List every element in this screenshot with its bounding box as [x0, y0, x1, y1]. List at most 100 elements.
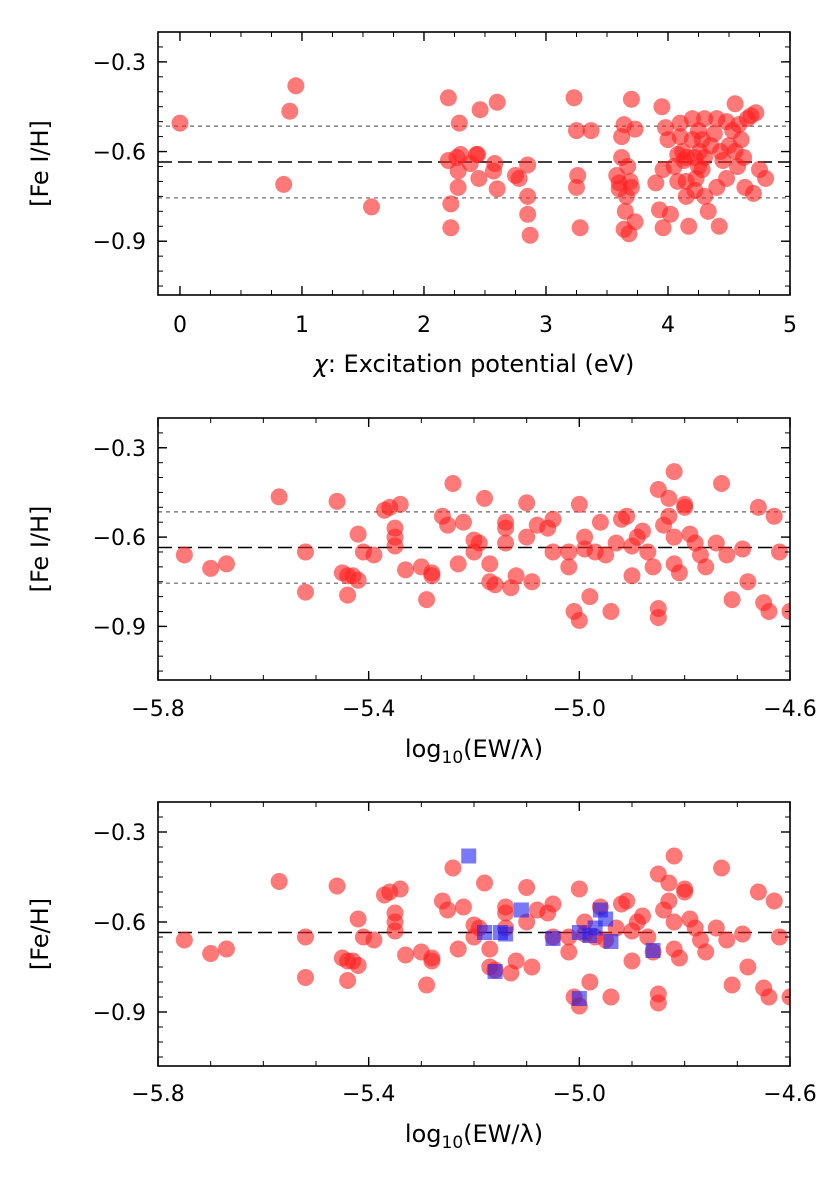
plot-area	[158, 77, 790, 244]
data-point-fe1	[581, 973, 599, 991]
data-point-fe1	[328, 877, 346, 895]
data-point-fe1	[519, 205, 537, 223]
data-point-fe1	[582, 122, 600, 140]
data-point-fe1	[808, 896, 825, 913]
data-point-fe1	[749, 883, 767, 901]
data-point-fe1	[749, 498, 767, 516]
data-point-fe1	[707, 534, 725, 552]
data-point-fe2	[587, 920, 603, 936]
data-point-fe1	[418, 976, 436, 994]
data-point-fe1	[735, 149, 753, 167]
data-point-fe1	[444, 475, 462, 492]
x-axis-label: χ: Excitation potential (eV)	[312, 350, 635, 378]
data-point-fe1	[439, 901, 457, 919]
data-point-fe1	[296, 969, 314, 986]
data-point-fe1	[270, 488, 288, 506]
data-point-fe1	[418, 591, 436, 609]
data-point-fe1	[665, 913, 683, 931]
y-tick-label: −0.6	[93, 526, 146, 551]
data-point-fe1	[634, 907, 652, 925]
data-point-fe1	[649, 994, 667, 1012]
data-point-fe1	[607, 534, 625, 552]
data-point-fe1	[476, 874, 494, 892]
y-tick-label: −0.3	[93, 821, 146, 846]
data-point-fe1	[365, 546, 383, 564]
data-point-fe1	[518, 913, 536, 931]
panel-3: −5.8 −5.4 −5.0 −4.6 −0.3 −0.6 −0.9 log10(EW/λ) […	[26, 801, 825, 1153]
data-point-fe1	[270, 873, 288, 890]
data-point-fe2	[545, 931, 561, 946]
data-point-fe1	[649, 608, 667, 626]
x-tick-label: −5.8	[131, 697, 184, 722]
data-point-fe1	[602, 603, 620, 621]
data-point-fe1	[571, 219, 589, 237]
data-point-fe1	[661, 205, 679, 223]
data-point-fe2	[571, 991, 587, 1006]
data-point-fe1	[732, 131, 750, 149]
data-point-fe2	[487, 964, 503, 979]
data-point-fe1	[602, 988, 620, 1006]
data-point-fe1	[718, 546, 736, 564]
data-point-fe1	[217, 555, 235, 573]
data-point-fe1	[644, 558, 662, 576]
data-point-fe1	[569, 166, 587, 184]
data-point-fe1	[707, 919, 725, 937]
data-point-fe1	[713, 859, 731, 877]
data-point-fe1	[570, 880, 588, 898]
data-point-fe1	[718, 169, 736, 187]
data-point-fe1	[423, 952, 441, 970]
data-point-fe1	[449, 162, 467, 180]
x-tick-label: 4	[661, 313, 675, 338]
data-point-fe1	[792, 603, 809, 620]
data-point-fe1	[680, 217, 698, 235]
data-point-fe1	[660, 892, 678, 910]
data-point-fe1	[697, 558, 715, 576]
x-tick-label: −4.6	[763, 1082, 816, 1107]
x-tick-label: 5	[783, 313, 797, 338]
data-point-fe1	[718, 931, 736, 949]
data-point-fe1	[792, 989, 809, 1006]
data-point-fe1	[171, 114, 189, 132]
data-point-fe1	[760, 603, 778, 621]
y-axis-label: [Fe I/H]	[26, 120, 54, 207]
data-point-fe1	[175, 931, 193, 949]
data-point-fe1	[639, 928, 657, 946]
y-tick-label: −0.9	[93, 230, 146, 255]
x-axis-label: log10(EW/λ)	[405, 735, 543, 768]
data-point-fe1	[670, 949, 688, 967]
data-point-fe1	[618, 507, 636, 525]
data-point-fe1	[713, 475, 731, 492]
data-point-fe1	[734, 925, 752, 943]
data-point-fe1	[397, 561, 415, 579]
data-point-fe1	[296, 583, 314, 601]
data-point-fe1	[544, 543, 562, 561]
plot-area	[158, 463, 809, 629]
data-point-fe1	[486, 155, 504, 172]
data-point-fe1	[665, 463, 683, 481]
data-point-fe1	[510, 169, 528, 187]
data-point-fe1	[544, 895, 562, 913]
data-point-fe1	[765, 507, 783, 525]
data-point-fe1	[296, 543, 314, 561]
data-point-fe1	[560, 943, 578, 961]
data-point-fe1	[521, 226, 539, 244]
data-point-fe1	[665, 528, 683, 546]
data-point-fe1	[439, 516, 457, 534]
data-point-fe1	[696, 110, 714, 128]
data-point-fe1	[757, 169, 775, 187]
data-point-fe1	[739, 573, 757, 591]
x-tick-label: 0	[173, 313, 187, 338]
plot-area	[158, 847, 825, 1015]
panel-2: −5.8 −5.4 −5.0 −4.6 −0.3 −0.6 −0.9 log10(EW/λ) […	[26, 417, 817, 768]
data-point-fe1	[518, 879, 536, 896]
data-point-fe1	[449, 178, 467, 196]
data-point-fe1	[442, 219, 460, 237]
y-tick-label: −0.3	[93, 51, 146, 76]
x-axis-label: log10(EW/λ)	[405, 1120, 543, 1153]
y-axis-label: [Fe I/H]	[26, 506, 54, 593]
data-point-fe1	[622, 90, 640, 108]
y-tick-label: −0.6	[93, 141, 146, 166]
data-point-fe1	[497, 534, 515, 552]
data-point-fe1	[397, 946, 415, 964]
